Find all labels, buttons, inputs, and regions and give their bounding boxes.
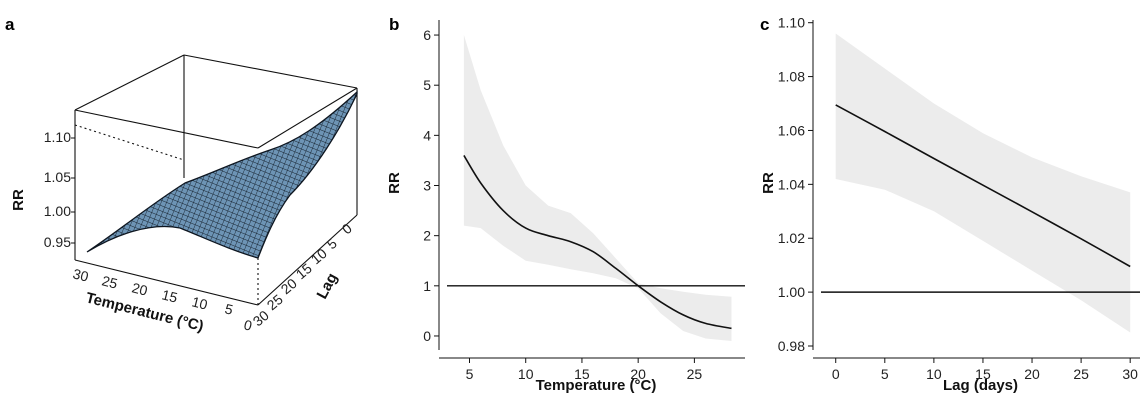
z-tick-label: 0.95 (44, 234, 71, 250)
response-surface (86, 90, 358, 259)
panel-c-label: c (760, 15, 769, 34)
panel-a: a 0.95 1.00 1.05 1 (5, 15, 358, 335)
y-tick-label: 1.02 (778, 230, 805, 246)
box-edge-top-front (74, 109, 259, 149)
confidence-band (463, 35, 732, 341)
confidence-band (835, 33, 1131, 333)
lag-tick-label: 0 (339, 220, 355, 237)
y-axis-label: RR (386, 172, 403, 194)
z-axis: 0.95 1.00 1.05 1.10 RR (10, 129, 75, 250)
box-edge-bottom-front (74, 259, 259, 306)
y-tick-label: 1.04 (778, 176, 805, 192)
lag-axis-label: Lag (314, 270, 342, 302)
x-tick-label: 5 (466, 366, 474, 382)
y-tick-label: 1.00 (778, 284, 805, 300)
y-tick-label: 1 (423, 278, 431, 294)
y-tick-label: 1.06 (778, 122, 805, 138)
panel-c: c 0.98 1.00 1.02 1.04 1.06 1.08 1.10 0 5 10 15 20 25… (760, 15, 1140, 394)
x-tick-label: 10 (926, 366, 942, 382)
y-tick-label: 6 (423, 27, 431, 43)
x-tick-label: 25 (1073, 366, 1089, 382)
rr-curve (463, 154, 732, 330)
surface-box (74, 54, 358, 306)
temperature-axis: 30 25 20 15 10 5 0 Temperature (°C) (71, 265, 254, 335)
y-tick-label: 1.08 (778, 69, 805, 85)
box-edge-top-right (183, 54, 358, 89)
z-tick-label: 1.05 (44, 169, 71, 185)
x-tick-label: 20 (630, 366, 646, 382)
temp-tick-label: 20 (130, 279, 149, 298)
y-axis-label: RR (760, 172, 777, 194)
lag-tick-label: 10 (308, 245, 330, 267)
y-tick-label: 5 (423, 77, 431, 93)
temp-tick-label: 5 (223, 300, 235, 317)
lag-tick-label: 15 (293, 260, 315, 282)
lag-tick-label: 20 (278, 275, 300, 297)
x-tick-label: 15 (975, 366, 991, 382)
z-tick-label: 1.10 (44, 129, 71, 145)
panel-a-label: a (5, 15, 15, 34)
z-axis-label: RR (10, 189, 27, 211)
x-tick-label: 10 (518, 366, 534, 382)
x-axis-label: Temperature (°C) (536, 377, 657, 394)
box-edge-bottom-right (257, 214, 358, 306)
x-axis-label: Lag (days) (943, 377, 1018, 394)
box-edge-top-back (74, 54, 185, 111)
y-tick-label: 4 (423, 127, 431, 143)
lag-tick-label: 25 (264, 291, 286, 313)
lag-tick-label: 30 (250, 307, 272, 329)
x-tick-label: 5 (881, 366, 889, 382)
y-tick-label: 0.98 (778, 338, 805, 354)
x-tick-label: 20 (1024, 366, 1040, 382)
x-tick-label: 15 (574, 366, 590, 382)
panel-b-label: b (389, 15, 399, 34)
temp-tick-label: 10 (190, 293, 209, 312)
surface-hidden-edge (74, 124, 185, 161)
y-tick-label: 0 (423, 328, 431, 344)
y-tick-label: 2 (423, 228, 431, 244)
x-tick-label: 30 (1122, 366, 1138, 382)
box-edge-top-diag (257, 87, 358, 149)
rr-curve (835, 104, 1131, 268)
temp-tick-label: 30 (71, 265, 90, 284)
x-tick-label: 25 (687, 366, 703, 382)
temp-tick-label: 0 (242, 316, 254, 333)
y-tick-label: 1.10 (778, 15, 805, 31)
y-tick-label: 3 (423, 178, 431, 194)
temp-tick-label: 15 (160, 286, 179, 305)
temp-tick-label: 25 (100, 272, 119, 291)
panel-b: b 0 1 2 3 4 5 6 5 10 15 20 25 Temperature (°C) RR (386, 15, 745, 394)
x-tick-label: 0 (832, 366, 840, 382)
z-tick-label: 1.00 (44, 203, 71, 219)
